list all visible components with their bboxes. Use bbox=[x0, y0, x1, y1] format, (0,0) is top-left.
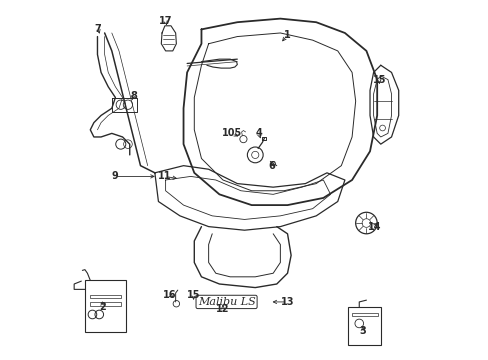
Text: 7: 7 bbox=[95, 24, 102, 34]
Bar bbox=[348, 307, 380, 345]
Text: 14: 14 bbox=[367, 222, 380, 231]
Bar bbox=[90, 295, 121, 298]
Text: 11: 11 bbox=[158, 171, 171, 181]
Bar bbox=[85, 280, 126, 332]
Text: 16: 16 bbox=[163, 290, 176, 300]
Bar bbox=[90, 302, 121, 306]
Text: 2: 2 bbox=[99, 302, 105, 312]
Text: 105: 105 bbox=[222, 129, 242, 138]
Text: 9: 9 bbox=[111, 171, 118, 181]
Text: 13: 13 bbox=[280, 297, 294, 307]
Text: 6: 6 bbox=[268, 161, 275, 171]
Text: 1: 1 bbox=[284, 30, 290, 40]
Text: 3: 3 bbox=[359, 325, 366, 336]
Bar bbox=[351, 314, 377, 316]
Text: 15: 15 bbox=[186, 290, 200, 300]
Text: 17: 17 bbox=[159, 17, 172, 27]
Text: 15: 15 bbox=[372, 75, 386, 85]
Text: 4: 4 bbox=[255, 129, 262, 138]
Text: 12: 12 bbox=[216, 304, 229, 314]
Text: 8: 8 bbox=[130, 91, 137, 101]
Text: Malibu LS: Malibu LS bbox=[197, 297, 255, 307]
